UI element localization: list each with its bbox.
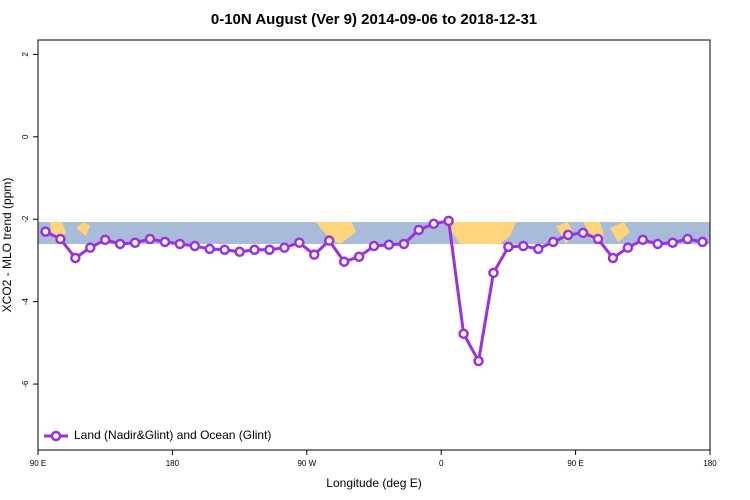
y-tick-label: -6 (21, 380, 30, 388)
point (323, 235, 335, 246)
land (50, 222, 66, 244)
x-tick-label: 90 E (30, 459, 46, 468)
point (159, 236, 171, 248)
point (682, 233, 693, 245)
point (383, 239, 395, 251)
land (450, 222, 516, 244)
y-tick-label: -4 (21, 298, 30, 306)
point (309, 249, 320, 260)
point (338, 256, 350, 267)
point (129, 237, 141, 248)
point (518, 240, 529, 252)
x-tick-label: 180 (703, 459, 717, 468)
legend-label: Land (Nadir&Glint) and Ocean (Glint) (74, 428, 271, 442)
point (114, 238, 126, 250)
y-axis-label: XCO2 - MLO trend (ppm) (0, 178, 14, 313)
point (85, 242, 96, 253)
point (622, 242, 634, 253)
point (264, 244, 275, 255)
point (443, 215, 454, 227)
point (144, 233, 156, 245)
x-axis-label: Longitude (deg E) (326, 476, 421, 490)
chart-title: 0-10N August (Ver 9) 2014-09-06 to 2018-… (211, 11, 537, 28)
point (637, 234, 649, 246)
point (473, 355, 484, 367)
point (99, 234, 111, 246)
map-band (38, 222, 710, 244)
x-tick-label: 0 (439, 459, 444, 468)
land (76, 222, 90, 236)
y-tick-label: -2 (21, 215, 30, 223)
point (234, 246, 245, 258)
point (547, 236, 559, 248)
x-tick-label: 180 (166, 459, 180, 468)
point (249, 244, 260, 255)
point (562, 229, 574, 241)
point (70, 252, 81, 264)
ocean-band (38, 222, 710, 244)
point (592, 233, 604, 245)
point (607, 252, 619, 264)
point (294, 237, 305, 248)
x-tick-label: 90 E (567, 459, 583, 468)
point (398, 238, 410, 250)
point (219, 244, 230, 255)
point (667, 237, 678, 248)
point (577, 227, 589, 239)
y-tick-label: 2 (21, 52, 30, 57)
point (503, 241, 514, 253)
point (413, 224, 425, 236)
point (40, 226, 51, 237)
point (652, 238, 663, 250)
point (428, 218, 439, 230)
point (697, 236, 708, 248)
point (533, 243, 544, 255)
point (458, 328, 469, 340)
point (279, 242, 290, 253)
legend-marker (50, 430, 62, 442)
plot-frame (37, 39, 711, 451)
point (204, 243, 215, 255)
point (174, 238, 186, 250)
x-tick-label: 90 W (297, 459, 316, 468)
point (55, 233, 66, 245)
point (189, 240, 201, 252)
y-tick-label: 0 (21, 134, 30, 139)
land (316, 222, 356, 244)
point (368, 240, 380, 252)
point (488, 267, 499, 279)
point (353, 251, 365, 262)
land (610, 222, 630, 242)
